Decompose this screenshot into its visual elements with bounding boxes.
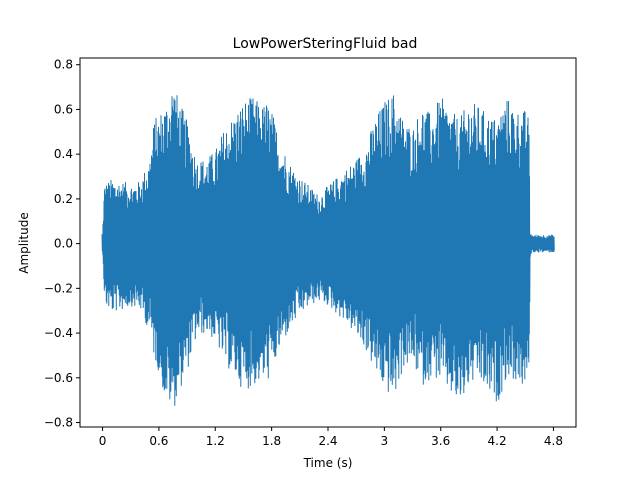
x-axis-ticks: 0 0.6 1.2 1.8 2.4 3 3.6 4.2 4.8 [99, 427, 563, 448]
x-tick-label: 4.2 [488, 434, 507, 448]
y-tick-label: 0.6 [54, 102, 73, 116]
y-axis-ticks: −0.8 −0.6 −0.4 −0.2 0.0 0.2 0.4 0.6 0.8 [44, 58, 80, 430]
y-axis-label: Amplitude [17, 212, 31, 274]
x-tick-label: 0 [99, 434, 107, 448]
y-tick-label: −0.2 [44, 281, 73, 295]
y-tick-label: 0.0 [54, 237, 73, 251]
y-tick-label: −0.8 [44, 416, 73, 430]
y-tick-label: 0.4 [54, 147, 73, 161]
x-tick-label: 2.4 [318, 434, 337, 448]
y-tick-label: 0.2 [54, 192, 73, 206]
x-tick-label: 3 [381, 434, 389, 448]
x-tick-label: 4.8 [544, 434, 563, 448]
x-tick-label: 1.2 [206, 434, 225, 448]
x-tick-label: 1.8 [262, 434, 281, 448]
x-tick-label: 3.6 [431, 434, 450, 448]
waveform-line [101, 95, 555, 406]
plot-area [79, 57, 577, 428]
x-tick-label: 0.6 [149, 434, 168, 448]
y-tick-label: −0.4 [44, 326, 73, 340]
y-tick-label: 0.8 [54, 58, 73, 72]
x-axis-label: Time (s) [303, 456, 353, 470]
chart-title: LowPowerSteringFluid bad [233, 36, 418, 52]
y-tick-label: −0.6 [44, 371, 73, 385]
waveform-series [101, 95, 555, 406]
